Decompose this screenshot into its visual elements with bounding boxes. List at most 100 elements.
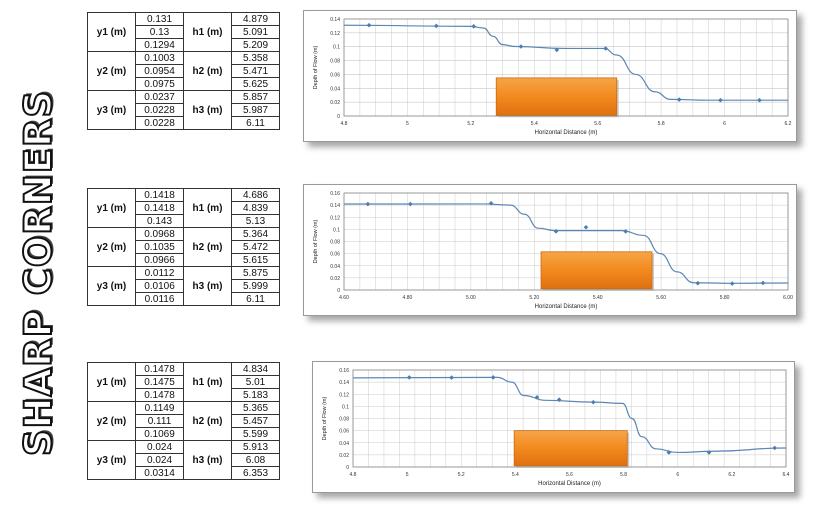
y-axis-title: Depth of Flow (m): [322, 396, 328, 440]
table-row: 0.024 6.08: [88, 453, 280, 467]
depth-value: 0.131: [135, 12, 184, 26]
depth-label: y2 (m): [87, 401, 136, 441]
y-tick-label: 0.04: [330, 264, 340, 270]
depth-label: y3 (m): [87, 440, 136, 480]
distance-value: 5.471: [231, 64, 280, 78]
y-axis-title: Depth of Flow (m): [313, 45, 319, 89]
x-tick-label: 5.2: [467, 121, 474, 127]
x-tick-label: 6.00: [783, 295, 793, 301]
data-point: [490, 375, 496, 380]
x-tick-label: 4.8: [341, 121, 348, 127]
x-tick-label: 6.2: [785, 121, 792, 127]
depth-value: 0.0116: [135, 292, 184, 306]
table-row: 0.13 5.091: [88, 25, 280, 39]
distance-value: 4.839: [231, 201, 280, 215]
depth-value: 0.0954: [135, 64, 184, 78]
depth-label: y2 (m): [87, 227, 136, 267]
y-tick-label: 0.08: [330, 240, 340, 246]
y-tick-label: 0.14: [339, 380, 349, 386]
flow-profile-line: [352, 376, 787, 454]
depth-value: 0.1478: [135, 388, 184, 402]
table-row: y1 (m) 0.131 h1 (m) 4.879: [87, 12, 280, 52]
y-tick-label: 0.12: [330, 31, 340, 37]
distance-value: 5.209: [231, 38, 280, 52]
data-point: [433, 23, 439, 29]
depth-value: 0.1294: [135, 38, 184, 52]
x-tick-label: 6: [676, 472, 679, 478]
y-tick-label: 0.08: [339, 417, 349, 423]
data-point: [553, 229, 559, 234]
distance-value: 5.365: [231, 401, 280, 415]
distance-value: 4.834: [231, 362, 280, 376]
y-tick-label: 0.06: [330, 252, 340, 258]
table-row: 0.0228 5.987: [88, 103, 280, 117]
depth-value: 0.0314: [135, 466, 184, 480]
data-point: [718, 97, 723, 103]
distance-value: 5.913: [231, 440, 280, 454]
y-tick-label: 0.12: [339, 392, 349, 398]
distance-label: h3 (m): [183, 440, 232, 480]
distance-value: 5.875: [231, 266, 280, 280]
x-tick-label: 5.40: [593, 295, 603, 301]
depth-label: y1 (m): [87, 12, 136, 52]
depth-value: 0.1418: [135, 201, 184, 215]
data-point: [365, 201, 371, 207]
data-point: [556, 397, 562, 403]
distance-value: 5.364: [231, 227, 280, 241]
x-tick-label: 5.80: [720, 295, 730, 301]
x-tick-label: 5.20: [529, 295, 539, 301]
depth-value: 0.0237: [135, 90, 184, 104]
data-point: [534, 395, 540, 400]
data-point: [676, 97, 682, 102]
table-row: 0.0975 5.625: [88, 77, 280, 91]
table-row: y1 (m) 0.1478 h1 (m) 4.834: [87, 362, 280, 402]
distance-value: 6.353: [231, 466, 280, 480]
distance-value: 5.01: [231, 375, 280, 389]
distance-value: 4.879: [231, 12, 280, 26]
measurement-table-1: y1 (m) 0.131 h1 (m) 4.879 0.13 5.091 0.1294 5.2…: [87, 12, 280, 130]
side-title: SHARP CORNERS: [16, 89, 61, 457]
x-tick-label: 5.6: [594, 121, 601, 127]
y-tick-label: 0: [346, 465, 349, 471]
distance-value: 5.615: [231, 253, 280, 267]
data-point: [591, 399, 596, 405]
y-tick-label: 0.08: [330, 59, 340, 65]
depth-label: y3 (m): [87, 90, 136, 130]
distance-value: 5.091: [231, 25, 280, 39]
y-tick-label: 0.02: [330, 276, 340, 282]
data-point: [406, 375, 412, 380]
distance-value: 5.999: [231, 279, 280, 293]
x-axis-title: Horizontal Distance (m): [535, 130, 598, 136]
measurement-table-3: y1 (m) 0.1478 h1 (m) 4.834 0.1475 5.01 0.1478 5…: [87, 362, 280, 480]
depth-value: 0.1035: [135, 240, 184, 254]
data-point: [695, 280, 701, 286]
depth-value: 0.1149: [135, 401, 184, 415]
distance-value: 5.358: [231, 51, 280, 65]
distance-label: h2 (m): [183, 51, 232, 91]
y-tick-label: 0.1: [333, 45, 340, 51]
x-tick-label: 5.8: [658, 121, 665, 127]
distance-value: 4.686: [231, 188, 280, 202]
chart-svg-1: 0 0.02 0.04 0.06 0.08 0.1 0.12 0.14 4.8 5 5.2 5.4 5.…: [313, 17, 792, 136]
table-row: y1 (m) 0.1418 h1 (m) 4.686: [87, 188, 280, 228]
table-row: y2 (m) 0.1149 h2 (m) 5.365: [87, 401, 280, 441]
data-point: [760, 280, 766, 286]
y-tick-label: 0.1: [342, 404, 349, 410]
data-point: [488, 201, 494, 206]
distance-label: h3 (m): [183, 266, 232, 306]
depth-value: 0.1418: [135, 188, 184, 202]
x-tick-label: 5.6: [566, 472, 573, 478]
x-axis-title: Horizontal Distance (m): [535, 304, 598, 310]
depth-value: 0.143: [135, 214, 184, 228]
data-point: [729, 281, 735, 286]
x-tick-label: 5.00: [466, 295, 476, 301]
y-tick-label: 0: [337, 288, 340, 294]
obstacle-block: [513, 430, 628, 467]
data-point: [408, 201, 413, 207]
data-point: [366, 22, 372, 28]
y-tick-label: 0.06: [339, 429, 349, 435]
table-row: 0.111 5.457: [88, 414, 280, 428]
x-tick-label: 5.4: [512, 472, 519, 478]
data-point: [471, 24, 477, 29]
data-point: [772, 445, 777, 451]
